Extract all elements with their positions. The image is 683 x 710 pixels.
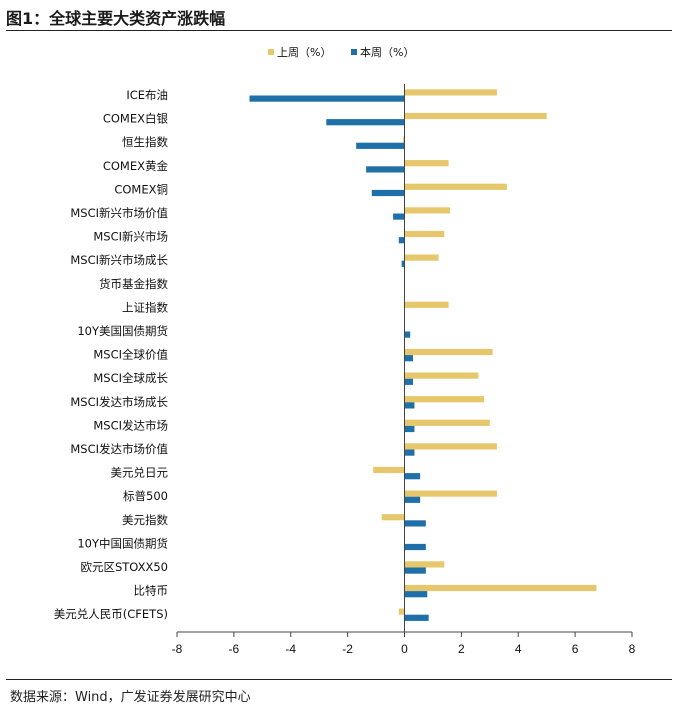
bar-last-week-13 xyxy=(404,396,485,403)
bar-this-week-5 xyxy=(393,213,405,220)
category-label: COMEX白银 xyxy=(103,112,169,126)
bar-this-week-21 xyxy=(404,591,428,598)
category-label: 标普500 xyxy=(123,489,168,503)
bar-this-week-12 xyxy=(404,378,414,385)
category-label: 比特币 xyxy=(134,584,169,598)
category-label: 美元兑日元 xyxy=(111,466,169,480)
category-label: COMEX黄金 xyxy=(103,159,169,173)
title-rule xyxy=(6,30,672,31)
bar-last-week-17 xyxy=(404,490,497,497)
legend-label: 本周（%） xyxy=(360,45,414,59)
bar-last-week-15 xyxy=(404,443,497,450)
bar-last-week-16 xyxy=(373,466,405,474)
legend-label: 上周（%） xyxy=(277,46,331,59)
bar-last-week-21 xyxy=(404,584,597,592)
category-label: 美元兑人民币(CFETS) xyxy=(54,607,168,621)
bar-this-week-10 xyxy=(404,331,411,338)
category-label: 10Y中国国债期货 xyxy=(77,536,168,550)
bar-last-week-9 xyxy=(404,301,449,308)
x-tick-label: 2 xyxy=(458,642,465,656)
bar-this-week-0 xyxy=(249,95,405,102)
bar-this-week-7 xyxy=(401,260,405,267)
bar-this-week-1 xyxy=(326,119,405,126)
bar-this-week-6 xyxy=(398,237,405,244)
x-tick-label: 4 xyxy=(515,642,522,656)
bar-last-week-5 xyxy=(404,207,450,214)
category-label: 恒生指数 xyxy=(122,135,168,149)
bar-this-week-2 xyxy=(356,142,405,149)
category-label: 欧元区STOXX50 xyxy=(80,560,168,574)
bar-this-week-16 xyxy=(404,473,421,480)
bar-last-week-2 xyxy=(403,136,405,143)
x-tick-label: 6 xyxy=(572,642,579,656)
figure-title: 图1：全球主要大类资产涨跌幅 xyxy=(6,9,226,28)
bar-this-week-22 xyxy=(404,614,429,621)
bar-last-week-11 xyxy=(404,348,493,356)
chart-bars xyxy=(249,89,597,621)
category-label: MSCI发达市场成长 xyxy=(70,395,168,409)
bar-last-week-18 xyxy=(381,514,405,521)
category-label: MSCI新兴市场价值 xyxy=(70,206,168,220)
source-note: 数据来源：Wind，广发证券发展研究中心 xyxy=(10,690,251,705)
x-tick-label: -2 xyxy=(342,642,353,656)
bar-this-week-15 xyxy=(404,449,415,456)
bar-last-week-6 xyxy=(404,230,445,238)
bar-this-week-17 xyxy=(404,496,421,503)
bar-last-week-14 xyxy=(404,419,490,426)
category-label: 上证指数 xyxy=(122,300,168,314)
x-axis: -8 -6 -4 -2 0 2 4 6 8 xyxy=(172,84,636,656)
x-tick-label: -4 xyxy=(285,642,296,656)
legend-swatch xyxy=(351,49,357,55)
x-tick-label: -6 xyxy=(229,642,240,656)
bar-last-week-7 xyxy=(404,254,439,261)
bar-last-week-4 xyxy=(404,183,507,190)
legend-swatch xyxy=(268,49,274,55)
bar-last-week-3 xyxy=(404,160,449,167)
category-label: ICE布油 xyxy=(126,88,168,102)
bar-last-week-12 xyxy=(404,372,479,379)
bar-this-week-14 xyxy=(404,425,415,433)
bar-last-week-22 xyxy=(398,608,405,615)
category-label: MSCI新兴市场 xyxy=(93,230,168,244)
category-label: MSCI发达市场 xyxy=(93,418,168,432)
bar-this-week-18 xyxy=(404,520,426,527)
x-tick-label: -8 xyxy=(172,642,183,656)
bar-this-week-3 xyxy=(366,166,405,173)
category-label: MSCI发达市场价值 xyxy=(70,442,168,456)
category-label: 货币基金指数 xyxy=(99,277,168,291)
bar-last-week-1 xyxy=(404,112,547,120)
category-label: COMEX铜 xyxy=(114,182,168,196)
bar-this-week-11 xyxy=(404,355,414,362)
category-label: MSCI全球价值 xyxy=(93,348,168,362)
bar-this-week-4 xyxy=(371,189,405,197)
category-label: MSCI全球成长 xyxy=(93,371,168,385)
chart-legend: 上周（%） 本周（%） xyxy=(268,45,414,59)
bar-last-week-0 xyxy=(404,89,497,96)
bar-this-week-20 xyxy=(404,567,426,574)
category-label: 10Y美国国债期货 xyxy=(77,324,168,338)
bar-this-week-19 xyxy=(404,543,426,551)
bar-last-week-20 xyxy=(404,561,445,568)
category-label: MSCI新兴市场成长 xyxy=(70,253,168,267)
x-tick-label: 8 xyxy=(629,642,636,656)
category-label: 美元指数 xyxy=(122,513,168,527)
bar-this-week-13 xyxy=(404,402,415,409)
x-tick-label: 0 xyxy=(401,642,408,656)
bottom-rule xyxy=(6,679,672,680)
